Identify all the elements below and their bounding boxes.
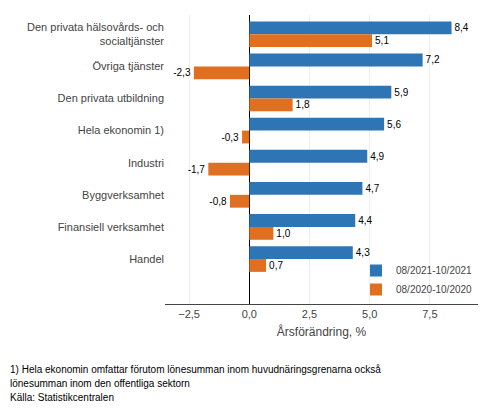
svg-text:0,0: 0,0 <box>242 308 257 320</box>
svg-text:8,4: 8,4 <box>455 22 469 33</box>
svg-text:1) Hela ekonomin omfattar föru: 1) Hela ekonomin omfattar förutom lönesu… <box>10 364 381 375</box>
svg-text:Finansiell verksamhet: Finansiell verksamhet <box>58 221 164 233</box>
svg-text:Övriga tjänster: Övriga tjänster <box>92 60 164 72</box>
svg-text:5,9: 5,9 <box>394 87 408 98</box>
svg-text:7,5: 7,5 <box>422 308 437 320</box>
svg-text:-2,3: -2,3 <box>173 67 191 78</box>
svg-text:2,5: 2,5 <box>302 308 317 320</box>
svg-text:Hela ekonomin 1): Hela ekonomin 1) <box>78 124 164 136</box>
svg-text:5,0: 5,0 <box>362 308 377 320</box>
svg-text:4,9: 4,9 <box>370 151 384 162</box>
svg-text:−2,5: −2,5 <box>178 308 200 320</box>
svg-text:-0,8: -0,8 <box>209 196 227 207</box>
svg-text:1,0: 1,0 <box>276 228 290 239</box>
svg-text:08/2021-10/2021: 08/2021-10/2021 <box>396 265 472 276</box>
svg-text:Årsförändring, %: Årsförändring, % <box>277 324 367 339</box>
svg-text:Den privata utbildning: Den privata utbildning <box>58 92 164 104</box>
svg-text:Handel: Handel <box>129 253 164 265</box>
svg-text:08/2020-10/2020: 08/2020-10/2020 <box>396 284 472 295</box>
svg-text:4,3: 4,3 <box>356 247 370 258</box>
svg-text:1,8: 1,8 <box>296 99 310 110</box>
svg-text:0,7: 0,7 <box>269 260 283 271</box>
svg-text:lönesumman inom den offentliga: lönesumman inom den offentliga sektorn <box>10 378 190 389</box>
svg-text:Källa: Statistikcentralen: Källa: Statistikcentralen <box>10 392 114 403</box>
svg-text:5,6: 5,6 <box>387 119 401 130</box>
svg-text:5,1: 5,1 <box>375 35 389 46</box>
svg-text:4,4: 4,4 <box>358 215 372 226</box>
svg-text:Byggverksamhet: Byggverksamhet <box>82 189 164 201</box>
svg-text:-0,3: -0,3 <box>221 132 239 143</box>
svg-text:-1,7: -1,7 <box>188 164 206 175</box>
svg-text:7,2: 7,2 <box>426 54 440 65</box>
svg-text:4,7: 4,7 <box>365 183 379 194</box>
svg-text:Industri: Industri <box>128 157 164 169</box>
svg-text:Den privata hälsovårds- ochsoc: Den privata hälsovårds- ochsocialtjänste… <box>27 21 164 47</box>
